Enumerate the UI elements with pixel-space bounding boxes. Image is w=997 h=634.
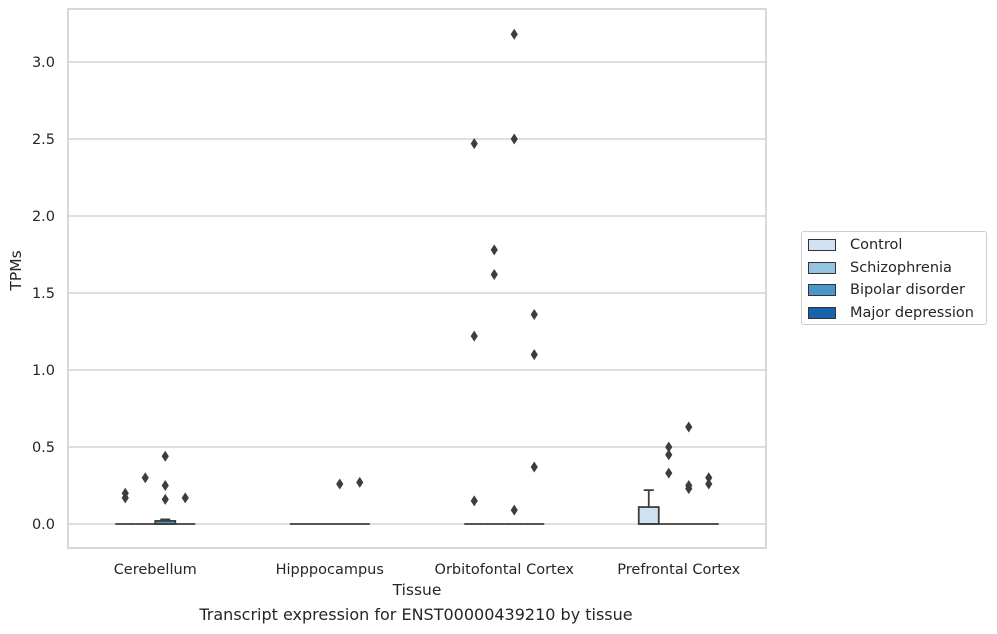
outlier-point bbox=[490, 244, 498, 256]
outlier-point bbox=[665, 467, 673, 479]
y-tick-label: 0.0 bbox=[32, 517, 55, 533]
y-tick-label: 1.5 bbox=[32, 286, 55, 302]
outlier-point bbox=[530, 461, 538, 473]
legend-swatch bbox=[808, 239, 836, 251]
legend-swatch bbox=[808, 306, 836, 319]
outlier-point bbox=[705, 472, 713, 484]
y-tick-label: 2.0 bbox=[32, 209, 55, 225]
outlier-point bbox=[510, 133, 518, 145]
outlier-point bbox=[470, 330, 478, 342]
outlier-point bbox=[490, 269, 498, 281]
legend-label: Schizophrenia bbox=[850, 259, 952, 276]
x-tick-label: Cerebellum bbox=[114, 562, 197, 578]
outlier-point bbox=[181, 492, 189, 504]
outlier-point bbox=[665, 441, 673, 453]
legend-label: Bipolar disorder bbox=[850, 282, 965, 298]
legend-label: Control bbox=[850, 237, 903, 253]
legend-item: Schizophrenia bbox=[808, 259, 952, 277]
legend-swatch bbox=[808, 284, 836, 296]
legend-item: Bipolar disorder bbox=[808, 281, 965, 299]
legend-item: Control bbox=[808, 236, 902, 254]
outlier-point bbox=[510, 28, 518, 40]
outlier-point bbox=[336, 478, 344, 490]
outlier-point bbox=[161, 493, 169, 505]
outlier-point bbox=[161, 480, 169, 491]
outlier-point bbox=[510, 504, 518, 516]
y-tick-label: 3.0 bbox=[32, 55, 55, 71]
y-tick-label: 2.5 bbox=[32, 132, 55, 148]
outlier-point bbox=[161, 450, 169, 462]
box bbox=[637, 506, 660, 525]
outlier-point bbox=[470, 138, 478, 150]
outlier-point bbox=[530, 309, 538, 321]
legend: Control Schizophrenia Bipolar disorder Majo… bbox=[801, 231, 987, 325]
x-tick-label: Orbitofontal Cortex bbox=[435, 562, 575, 578]
plot-frame bbox=[67, 8, 767, 549]
outlier-point bbox=[121, 492, 129, 504]
outlier-point bbox=[685, 421, 693, 433]
outlier-point bbox=[685, 483, 693, 495]
legend-swatch bbox=[808, 261, 836, 274]
y-tick-label: 0.5 bbox=[32, 440, 55, 456]
outlier-point bbox=[356, 476, 364, 488]
x-axis-label: Tissue bbox=[392, 581, 442, 599]
outlier-point bbox=[141, 472, 149, 484]
outlier-point bbox=[665, 449, 673, 461]
chart-caption: Transcript expression for ENST0000043921… bbox=[199, 605, 633, 624]
outlier-point bbox=[705, 478, 713, 490]
outlier-point bbox=[530, 349, 538, 361]
y-tick-label: 1.0 bbox=[32, 363, 55, 379]
legend-item: Major depression bbox=[808, 304, 974, 322]
x-tick-label: Hipppocampus bbox=[276, 562, 384, 578]
legend-label: Major depression bbox=[850, 304, 974, 321]
y-axis-label: TPMs bbox=[7, 250, 25, 291]
x-tick-label: Prefrontal Cortex bbox=[617, 562, 740, 578]
outlier-point bbox=[470, 495, 478, 507]
